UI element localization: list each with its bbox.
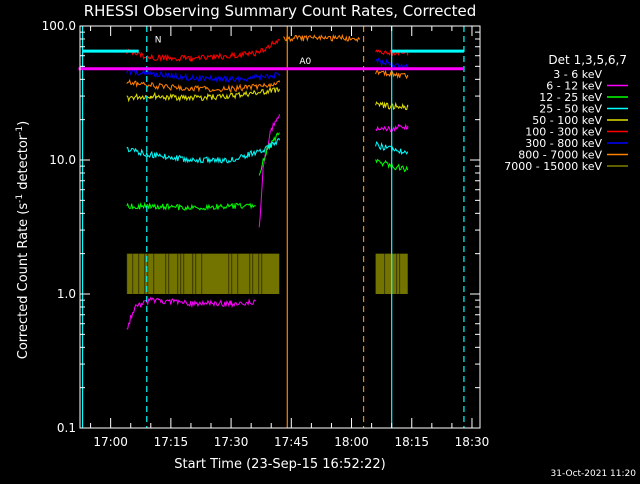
- series-trace: [126, 138, 280, 164]
- y-tick-label: 10.0: [49, 153, 76, 167]
- legend-title: Det 1,3,5,6,7: [548, 53, 627, 67]
- x-tick-label: 18:30: [455, 435, 490, 449]
- x-tick-label: 18:00: [334, 435, 369, 449]
- plot-frame: [79, 25, 481, 429]
- plot-layer: N A0 0.1 1.0 10.0 100.0 17:00 17:15 17:30 17:45 18…: [42, 19, 628, 449]
- y-axis-label-sup1: -1: [15, 194, 25, 203]
- series-trace: [283, 33, 361, 43]
- series-trace: [258, 114, 280, 228]
- series-band: [126, 253, 280, 294]
- y-axis-label: Corrected Count Rate (s-1 detector-1): [15, 121, 31, 359]
- x-tick-label: 17:45: [274, 435, 309, 449]
- series-trace: [126, 39, 280, 63]
- legend-label: 3 - 6 keV: [553, 68, 602, 81]
- series-trace: [126, 78, 280, 93]
- annotation-label: A0: [299, 57, 311, 67]
- footer-date: 31-Oct-2021 11:20: [551, 469, 637, 479]
- legend-label: 7000 - 15000 keV: [504, 160, 602, 173]
- x-tick-label: 17:30: [214, 435, 249, 449]
- series-trace: [126, 69, 280, 84]
- y-axis-label-end: ): [16, 121, 31, 126]
- series-trace: [258, 132, 280, 176]
- y-axis-label-mid: detector: [16, 134, 31, 194]
- series-band-gaps: [384, 253, 401, 294]
- legend-label: 50 - 100 keV: [532, 114, 602, 127]
- x-tick-label: 18:15: [394, 435, 429, 449]
- y-axis-label-sup2: -1: [15, 126, 25, 135]
- y-axis-label-main: Corrected Count Rate (s: [16, 203, 31, 360]
- y-tick-label: 100.0: [42, 19, 76, 33]
- legend-label: 800 - 7000 keV: [518, 149, 602, 162]
- y-tick-label: 1.0: [57, 287, 76, 301]
- series-band-gaps: [126, 253, 263, 294]
- series-trace: [126, 201, 256, 211]
- legend-label: 12 - 25 keV: [539, 91, 602, 104]
- series-trace: [126, 86, 280, 103]
- annotation-label: N: [155, 36, 162, 46]
- x-tick-label: 17:15: [154, 435, 189, 449]
- x-tick-label: 17:00: [93, 435, 128, 449]
- legend-label: 25 - 50 keV: [539, 103, 602, 116]
- legend-label: 300 - 800 keV: [525, 137, 602, 150]
- series-trace: [126, 296, 256, 330]
- legend-label: 100 - 300 keV: [525, 126, 602, 139]
- chart-title: RHESSI Observing Summary Count Rates, Co…: [84, 2, 477, 20]
- x-axis-label: Start Time (23-Sep-15 16:52:22): [174, 457, 385, 472]
- legend-label: 6 - 12 keV: [546, 80, 602, 93]
- y-tick-label: 0.1: [57, 421, 76, 435]
